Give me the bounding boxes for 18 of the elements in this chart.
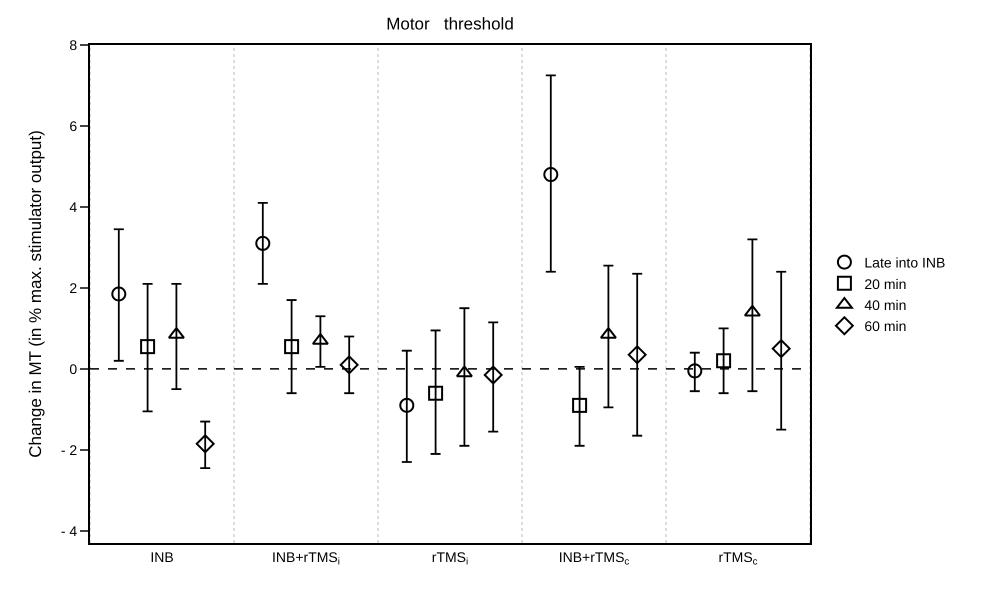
legend-label: 20 min [864, 276, 906, 292]
x-tick-label: INB+rTMS$_{c}$ [558, 548, 630, 568]
y-tick-label: 6 [69, 118, 78, 134]
y-axis-title: Change in MT (in % max. stimulator output) [26, 130, 45, 458]
legend-label: Late into INB [864, 254, 946, 271]
legend-label: 60 min [864, 318, 906, 334]
y-tick-label: - 4 [60, 522, 78, 539]
x-tick-label: INB [150, 548, 174, 565]
y-tick-label: - 2 [60, 442, 78, 458]
x-tick-label: rTMS$_{c}$ [718, 548, 758, 568]
legend-label: 40 min [864, 296, 906, 313]
y-tick-label: 0 [69, 360, 78, 377]
x-tick-label: rTMS$_{i}$ [432, 548, 468, 568]
y-tick-label: 2 [69, 280, 78, 296]
x-tick-label: INB+rTMS$_{i}$ [272, 548, 340, 568]
y-tick-label: 8 [69, 36, 78, 53]
y-tick-label: 4 [69, 198, 78, 215]
chart-title: Motor threshold [386, 14, 514, 34]
